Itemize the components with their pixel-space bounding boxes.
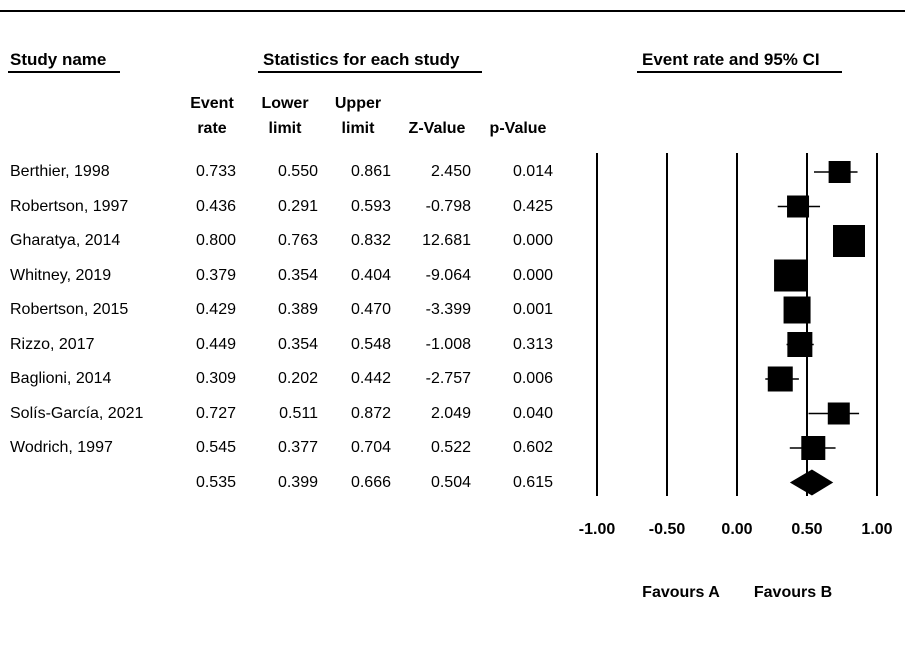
- row-rate-value: 0.800: [195, 232, 236, 249]
- column-header-2-line1: Lower: [261, 95, 309, 112]
- summary-diamond: [789, 469, 834, 496]
- x-tick-label: -1.00: [579, 521, 616, 538]
- row-rate-value: 0.545: [195, 439, 236, 456]
- x-tick-label: 0.00: [721, 521, 752, 538]
- row-p-value: 0.000: [512, 232, 553, 249]
- column-header-1-line1: Event: [190, 95, 234, 112]
- row-z-value: 2.450: [430, 163, 471, 180]
- row-rate-value: 0.733: [195, 163, 236, 180]
- header-plot-underline: [637, 71, 842, 73]
- row-z-value: 0.522: [430, 439, 471, 456]
- study-point: [774, 259, 807, 292]
- row-upper-value: 0.404: [350, 266, 391, 284]
- row-upper-value: 0.872: [350, 404, 391, 422]
- row-lower-value: 0.389: [277, 301, 318, 318]
- row-rate-value: 0.429: [195, 301, 236, 318]
- favours-a-label: Favours A: [642, 584, 720, 601]
- column-header-4-line2: Z-Value: [408, 120, 466, 137]
- column-header-1-line2: rate: [197, 120, 227, 137]
- header-study-name-underline: [8, 71, 120, 73]
- study-point: [828, 161, 851, 183]
- row-lower-value: 0.763: [277, 232, 318, 249]
- row-z-value: -1.008: [425, 335, 471, 353]
- row-rate-value: 0.309: [195, 370, 236, 387]
- column-header-3-line2: limit: [341, 120, 375, 137]
- row-p-value: 0.602: [512, 439, 553, 456]
- header-plot: Event rate and 95% CI: [642, 50, 820, 69]
- row-z-value: 12.681: [422, 232, 471, 249]
- study-point: [767, 366, 793, 392]
- study-name: Whitney, 2019: [10, 266, 112, 284]
- header-stats-underline: [258, 71, 482, 73]
- row-p-value: 0.000: [512, 266, 553, 284]
- row-p-value: 0.006: [512, 370, 553, 387]
- row-z-value: -9.064: [425, 266, 471, 284]
- row-p-value: 0.014: [512, 163, 553, 180]
- x-tick-label: 0.50: [791, 521, 822, 538]
- favours-b-label: Favours B: [754, 584, 832, 601]
- study-point: [783, 296, 811, 324]
- row-rate-value: 0.727: [195, 404, 236, 422]
- row-p-value: 0.425: [512, 197, 553, 215]
- row-upper-value: 0.832: [350, 232, 391, 249]
- header-study-name: Study name: [10, 50, 107, 69]
- row-upper-value: 0.442: [350, 370, 391, 387]
- row-lower-value: 0.511: [279, 404, 318, 422]
- row-z-value: -0.798: [425, 197, 471, 215]
- top-rule: [0, 10, 905, 12]
- study-point: [787, 195, 810, 218]
- summary-lower-value: 0.399: [277, 473, 318, 491]
- summary-z-value: 0.504: [430, 473, 471, 491]
- study-name: Robertson, 2015: [10, 301, 129, 318]
- column-header-3-line1: Upper: [334, 95, 382, 112]
- summary-p-value: 0.615: [512, 473, 553, 491]
- summary-rate-value: 0.535: [195, 473, 236, 491]
- row-p-value: 0.313: [512, 335, 553, 353]
- study-name: Solís-García, 2021: [10, 404, 144, 422]
- summary-upper-value: 0.666: [350, 473, 391, 491]
- row-upper-value: 0.470: [350, 301, 391, 318]
- study-name: Gharatya, 2014: [10, 232, 121, 249]
- column-header-5-line2: p-Value: [489, 120, 547, 137]
- row-upper-value: 0.704: [350, 439, 391, 456]
- row-upper-value: 0.861: [350, 163, 391, 180]
- row-rate-value: 0.379: [195, 266, 236, 284]
- row-z-value: -3.399: [425, 301, 471, 318]
- row-lower-value: 0.291: [277, 197, 318, 215]
- row-upper-value: 0.548: [350, 335, 391, 353]
- study-point: [787, 332, 813, 357]
- row-upper-value: 0.593: [350, 197, 391, 215]
- study-point: [827, 402, 850, 425]
- study-point: [833, 225, 865, 257]
- row-rate-value: 0.436: [195, 197, 236, 215]
- header-stats: Statistics for each study: [263, 50, 460, 69]
- row-lower-value: 0.354: [277, 266, 318, 284]
- study-name: Robertson, 1997: [10, 197, 129, 215]
- row-z-value: 2.049: [430, 404, 471, 422]
- study-name: Wodrich, 1997: [10, 439, 113, 456]
- study-name: Baglioni, 2014: [10, 370, 112, 387]
- study-name: Rizzo, 2017: [10, 335, 95, 353]
- row-p-value: 0.001: [512, 301, 553, 318]
- study-point: [801, 436, 826, 460]
- column-header-2-line2: limit: [268, 120, 302, 137]
- row-lower-value: 0.377: [277, 439, 318, 456]
- x-tick-label: 1.00: [861, 521, 892, 538]
- row-rate-value: 0.449: [195, 335, 236, 353]
- row-p-value: 0.040: [512, 404, 553, 422]
- x-tick-label: -0.50: [649, 521, 686, 538]
- study-name: Berthier, 1998: [10, 163, 110, 180]
- row-lower-value: 0.550: [277, 163, 318, 180]
- row-lower-value: 0.354: [277, 335, 318, 353]
- row-lower-value: 0.202: [277, 370, 318, 387]
- row-z-value: -2.757: [425, 370, 471, 387]
